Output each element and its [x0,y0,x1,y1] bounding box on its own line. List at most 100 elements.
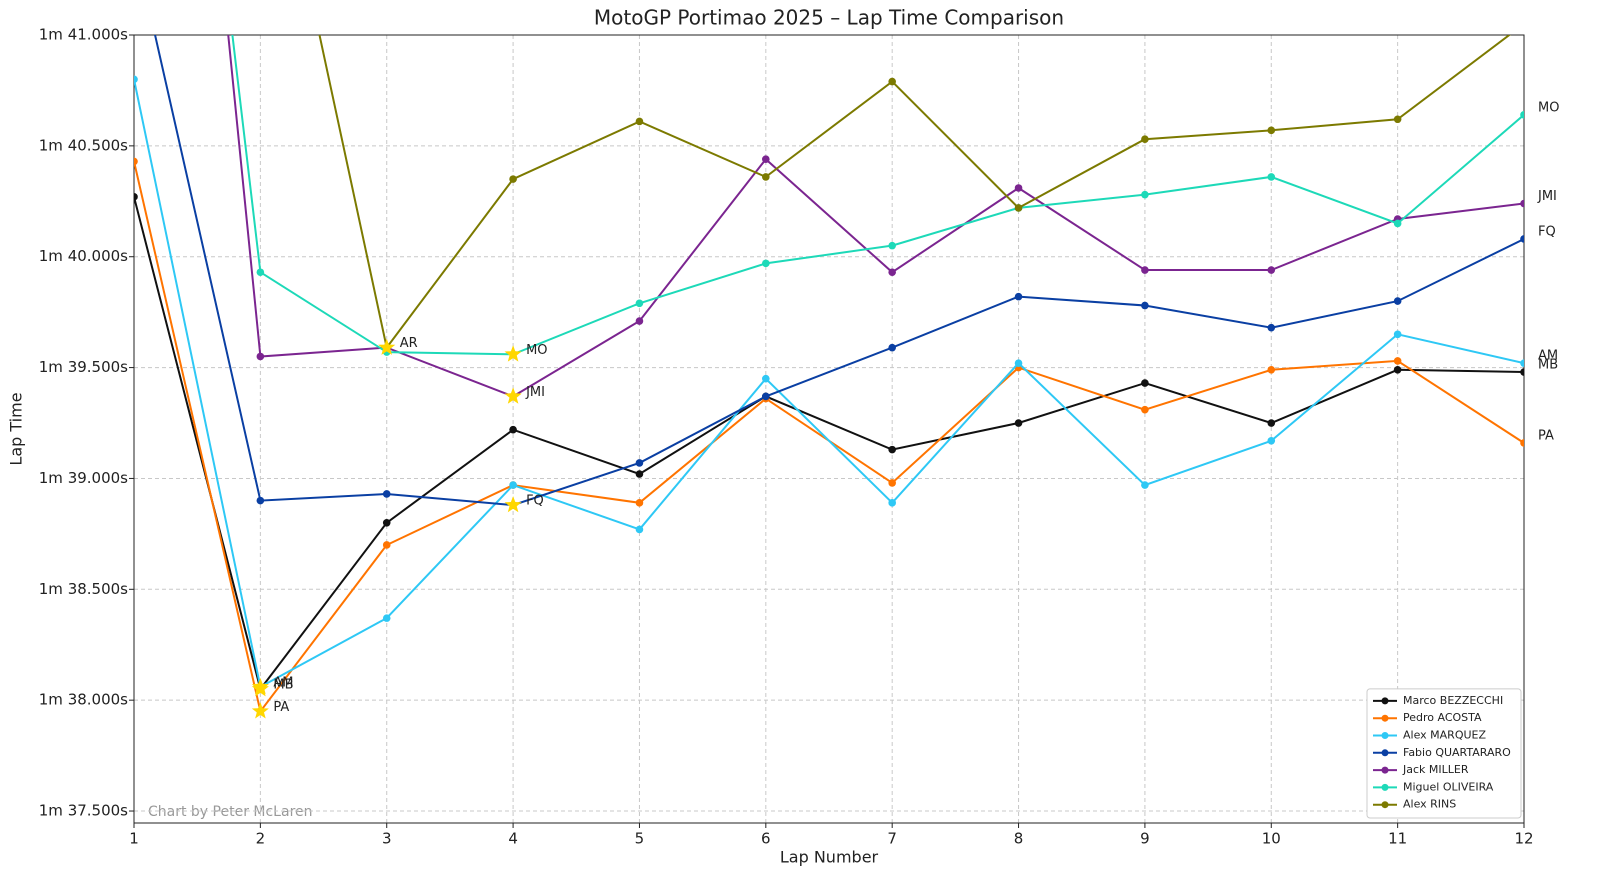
x-tick-label: 5 [635,830,645,848]
point [635,459,644,467]
credit: Chart by Peter McLaren [148,804,313,820]
legend-label: Miguel OLIVEIRA [1403,780,1494,793]
point [888,479,896,487]
point [1520,20,1528,28]
point [382,518,391,527]
point [1141,190,1149,199]
point [382,490,391,498]
point [1520,439,1524,447]
point [1267,366,1276,374]
point [1014,419,1023,427]
point [635,525,644,534]
series-line [134,79,1524,689]
point [888,268,896,277]
point [1393,297,1402,305]
legend-marker [1381,749,1389,757]
best-lap-label: JMI [525,385,545,400]
legend-marker [1381,783,1389,791]
x-tick-label: 6 [761,830,771,848]
y-tick-label: 1m 38.000s [39,691,128,709]
point [888,445,896,454]
end-label: AM [1538,349,1558,364]
legend-label: Fabio QUARTARARO [1403,746,1511,759]
best-lap-star [251,702,269,719]
point [762,155,770,163]
point [1393,366,1402,374]
point [1267,419,1276,427]
end-label: PA [1538,428,1554,443]
x-tick-label: 8 [1014,830,1024,848]
y-tick-label: 1m 40.000s [39,247,128,265]
best-lap-label: PA [273,700,289,715]
x-tick-label: 9 [1140,830,1150,848]
point [256,496,265,505]
point [1393,219,1402,228]
legend-marker [1381,766,1389,774]
y-tick-label: 1m 39.500s [39,358,128,376]
point [1393,330,1402,339]
y-tick-label: 1m 39.000s [39,469,128,487]
point [888,343,896,352]
point [1520,235,1524,243]
plot-area [134,20,1528,716]
point [888,499,896,507]
point [1267,436,1276,445]
legend-marker [1381,732,1389,739]
end-label: MB [1538,358,1558,373]
y-axis-label: Lap Time [7,392,26,465]
best-lap-label: MB [273,678,293,693]
best-lap-star [504,387,522,404]
point [256,268,265,277]
y-tick-label: 1m 38.500s [39,580,128,598]
point [509,481,517,489]
best-lap-label: FQ [526,494,544,509]
point [1014,204,1023,212]
y-tick-label: 1m 37.500s [39,802,128,820]
chart-title: MotoGP Portimao 2025 – Lap Time Comparis… [594,6,1064,30]
point [1141,379,1149,387]
point [762,374,770,383]
point [1141,481,1149,489]
legend-marker [1381,697,1389,705]
legend-label: Pedro ACOSTA [1403,711,1482,724]
point [888,77,896,86]
legend-marker [1381,714,1389,722]
point [635,317,644,325]
point [1520,199,1524,208]
series-line [227,35,1524,398]
best-lap-star [378,338,396,355]
point [1141,135,1149,144]
x-tick-label: 10 [1262,830,1281,848]
x-axis-label: Lap Number [780,848,879,867]
point [1393,357,1402,365]
x-tick-label: 12 [1514,830,1533,848]
point [134,75,138,84]
point [1014,292,1023,301]
end-label: MO [1538,100,1559,115]
point [1014,184,1023,192]
legend-box [1366,688,1522,819]
x-tick-label: 11 [1388,830,1407,848]
x-tick-label: 4 [508,830,518,848]
legend: Marco BEZZECCHI Pedro ACOSTA Alex MARQUEZ F… [1366,688,1522,819]
point [134,193,138,201]
best-lap-label: AR [400,336,418,351]
point [1014,359,1023,367]
legend-marker [1381,801,1389,809]
series-line [134,161,1524,714]
series-line [154,35,1524,507]
point [134,157,138,166]
point [382,614,391,622]
series-line [231,35,1524,356]
point [1520,368,1524,376]
point [1520,111,1524,119]
point [635,117,644,126]
x-tick-label: 7 [887,830,897,848]
best-lap-star [251,677,269,695]
point [1267,126,1276,135]
point [762,173,770,181]
point [1393,115,1402,124]
point [509,175,517,183]
x-tick-label: 3 [382,830,392,848]
